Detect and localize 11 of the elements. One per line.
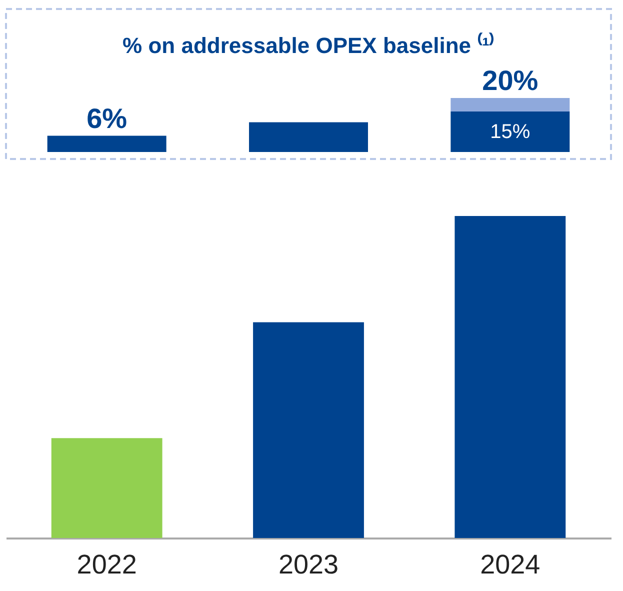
data-label: 15% (490, 120, 530, 143)
bar (450, 98, 570, 112)
x-tick-label: 2024 (480, 550, 540, 580)
x-tick-label: 2022 (76, 550, 137, 580)
x-tick-label: 2023 (278, 550, 339, 580)
bar (47, 136, 166, 152)
bar (450, 112, 570, 152)
total-label: 6% (86, 102, 128, 134)
bar (249, 122, 368, 152)
chart-title: % on addressable OPEX baseline ⁽¹⁾ (122, 32, 494, 58)
total-label: 20% (482, 65, 538, 96)
